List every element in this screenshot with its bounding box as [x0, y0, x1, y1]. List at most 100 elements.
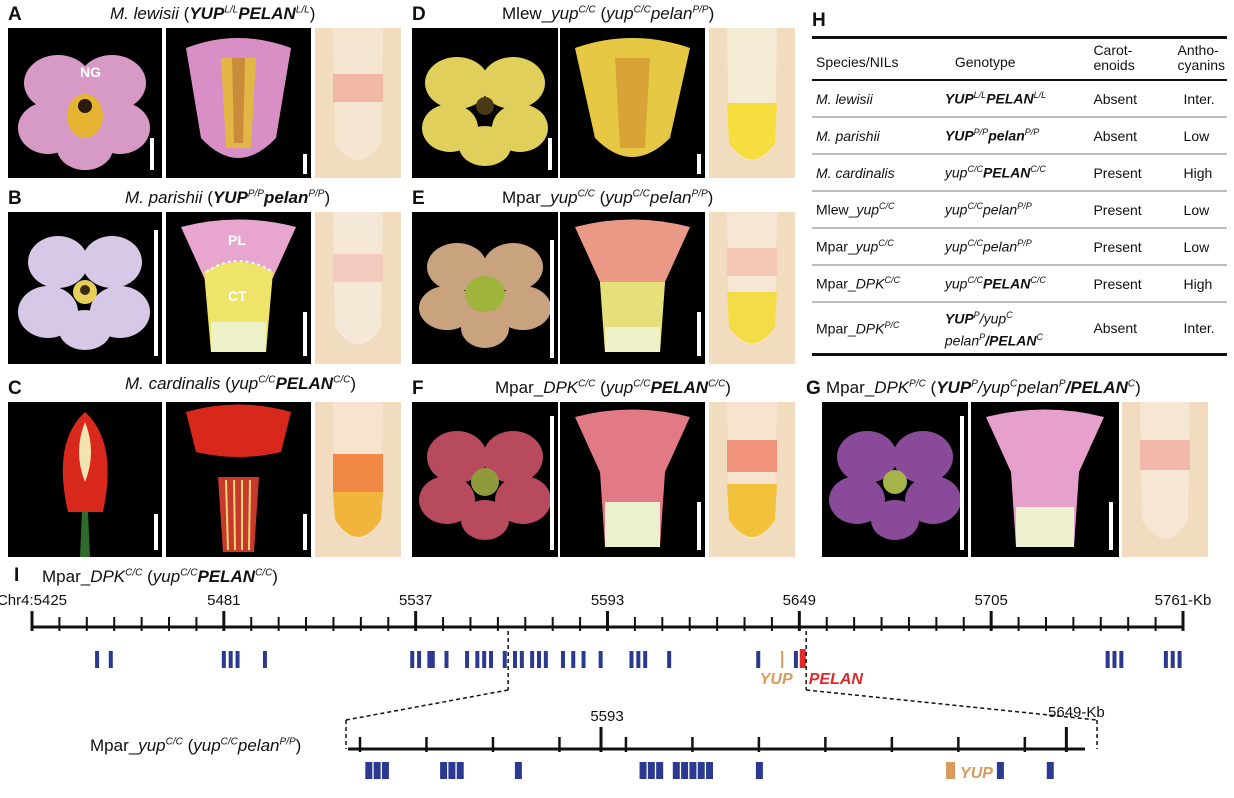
label-ng: NG: [80, 64, 101, 80]
gene-mark: [667, 651, 672, 668]
photo-c-flower-side: [8, 402, 162, 557]
gene-mark: [543, 651, 548, 668]
gene-mark: [519, 651, 524, 668]
zoom-line: [345, 689, 509, 721]
gene-mark: [560, 651, 565, 668]
photo-g-corolla-dissected: [971, 402, 1119, 557]
tube-a: [315, 28, 401, 178]
photo-d-flower-front: [412, 28, 558, 178]
gene-mark: [1177, 651, 1182, 668]
gene-mark: [1170, 651, 1175, 668]
panel-label-c: C: [8, 378, 22, 399]
gene-mark: [108, 651, 113, 668]
pelan-gene-mark: [799, 649, 806, 668]
tube-b: [315, 212, 401, 364]
gene-mark: [417, 651, 422, 668]
table-row: Mlew_yupC/C yupC/CpelanP/P Present Low: [812, 191, 1227, 229]
panel-label-i: I: [14, 565, 20, 586]
table-row: Mpar_DPKP/C YUPP/yupC pelanP/PELANC Absen…: [812, 302, 1227, 356]
table-row: M. lewisii YUPL/LPELANL/L Absent Inter.: [812, 80, 1227, 118]
panel-label-f: F: [412, 378, 424, 399]
panel-title-a: M. lewisii (YUPL/LPELANL/L): [110, 4, 316, 23]
tick-label: 5649: [783, 592, 816, 609]
panel-label-a: A: [8, 4, 22, 25]
inset-gene-mark: [996, 762, 1004, 779]
tick-label: 5481: [207, 592, 240, 609]
inset-yup-label: YUP: [960, 765, 993, 782]
genotype-table: Species/NILs Genotype Carot-enoids Antho…: [812, 36, 1227, 356]
photo-f-corolla-dissected: [560, 402, 705, 557]
gene-mark: [410, 651, 415, 668]
gene-mark: [502, 651, 507, 668]
tick-label: Chr4:5425: [0, 592, 67, 609]
table-row: Mpar_DPKC/C yupC/CPELANC/C Present High: [812, 265, 1227, 303]
gene-mark: [571, 651, 576, 668]
tube-f: [709, 402, 795, 557]
tube-d: [709, 28, 795, 178]
photo-d-corolla-dissected: [560, 28, 705, 178]
gene-mark: [581, 651, 586, 668]
gene-mark: [1112, 651, 1117, 668]
inset-gene-mark: [672, 762, 680, 779]
inset-gene-mark: [639, 762, 647, 779]
label-ct: CT: [228, 288, 247, 304]
inset-tick-label: 5593: [590, 708, 623, 725]
inset-gene-mark: [514, 762, 522, 779]
photo-e-corolla-dissected: [560, 212, 705, 364]
inset-gene-mark: [706, 762, 714, 779]
panel-label-h: H: [812, 10, 826, 31]
table-row: Mpar_yupC/C yupC/CpelanP/P Present Low: [812, 228, 1227, 266]
panel-label-b: B: [8, 188, 22, 209]
header-species: Species/NILs: [812, 36, 941, 81]
inset-gene-mark: [1046, 762, 1054, 779]
gene-mark: [643, 651, 648, 668]
gene-mark: [513, 651, 518, 668]
inset-gene-mark: [448, 762, 456, 779]
gene-mark: [536, 651, 541, 668]
header-genotype: Genotype: [940, 36, 1090, 81]
panel-label-e: E: [412, 188, 425, 209]
gene-mark: [228, 651, 233, 668]
inset-gene-mark: [656, 762, 664, 779]
photo-c-corolla-dissected: [166, 402, 311, 557]
inset-gene-mark: [456, 762, 464, 779]
table-row: M. parishii YUPP/PpelanP/P Absent Low: [812, 117, 1227, 155]
photo-b-corolla-dissected: PL CT: [166, 212, 311, 364]
gene-mark: [444, 651, 449, 668]
panel-title-b: M. parishii (YUPP/PpelanP/P): [125, 188, 331, 207]
gene-mark: [636, 651, 641, 668]
panel-label-g: G: [806, 378, 821, 399]
gene-mark: [793, 651, 798, 668]
inset-gene-mark: [365, 762, 373, 779]
gene-mark: [262, 651, 267, 668]
panel-title-c: M. cardinalis (yupC/CPELANC/C): [125, 374, 356, 393]
inset-title: Mpar_yupC/C (yupC/CpelanP/P): [90, 736, 302, 755]
inset-gene-mark: [681, 762, 689, 779]
gene-mark: [1163, 651, 1168, 668]
panel-title-e: Mpar_yupC/C (yupC/CpelanP/P): [502, 188, 714, 207]
gene-mark: [235, 651, 240, 668]
gene-mark: [756, 651, 761, 668]
gene-mark: [489, 651, 494, 668]
tick-label: 5537: [399, 592, 432, 609]
inset-gene-mark: [440, 762, 448, 779]
yup-label: YUP: [760, 671, 793, 688]
inset-gene-mark: [697, 762, 705, 779]
table-row: M. cardinalis yupC/CPELANC/C Present Hig…: [812, 154, 1227, 192]
panel-title-i: Mpar_DPKC/C (yupC/CPELANC/C): [42, 567, 278, 586]
tube-e: [709, 212, 795, 364]
inset-tick-label: 5649-Kb: [1048, 704, 1105, 721]
photo-a-corolla-dissected: [166, 28, 311, 178]
photo-f-flower-front: [412, 402, 558, 557]
inset-gene-mark: [755, 762, 763, 779]
panel-title-g: Mpar_DPKP/C (YUPP/yupCpelanP/PELANC): [826, 378, 1141, 397]
inset-gene-mark: [689, 762, 697, 779]
gene-mark: [465, 651, 470, 668]
photo-a-flower-front: NG: [8, 28, 162, 178]
gene-mark: [95, 651, 100, 668]
gene-mark: [482, 651, 487, 668]
gene-mark: [475, 651, 480, 668]
header-anthocyanins: Antho-cyanins: [1173, 36, 1227, 81]
tube-c: [315, 402, 401, 557]
